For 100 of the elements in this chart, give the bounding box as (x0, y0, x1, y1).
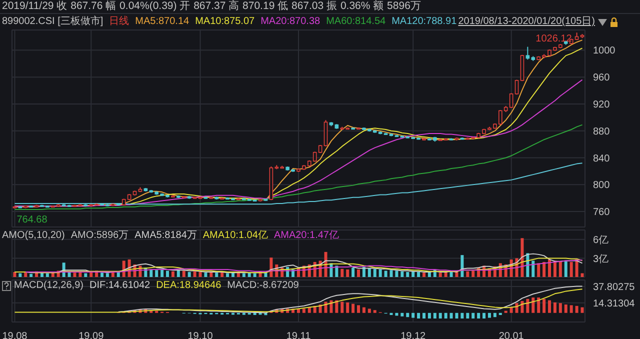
bar (466, 312, 470, 318)
bar (412, 271, 415, 277)
text: MA60:814.54 (326, 15, 386, 29)
bar (422, 272, 426, 277)
line-series (14, 79, 583, 207)
line-series (14, 258, 583, 274)
x-tick-label: 19.10 (188, 331, 214, 339)
bar (417, 312, 420, 318)
bar (253, 273, 256, 277)
chart-title: AMO(5,10,20) (2, 229, 65, 243)
bar (378, 269, 382, 277)
bar (13, 272, 16, 277)
bar (537, 263, 540, 277)
bar (84, 273, 88, 277)
bar (182, 270, 186, 277)
bar (455, 312, 458, 318)
annotation: AMO:5896万 (70, 229, 129, 243)
bar (215, 272, 218, 277)
bar (166, 270, 169, 277)
text: 2019/08/13-2020/01/20(105日) (458, 15, 595, 29)
bar (558, 261, 562, 277)
y-tick-label: 37.80275 (593, 282, 636, 293)
bar (575, 259, 578, 277)
text: MA5:870.14 (135, 15, 190, 29)
bar (472, 312, 475, 318)
bar (548, 300, 551, 313)
bar (558, 303, 562, 313)
bar (428, 272, 431, 277)
bar (542, 262, 546, 277)
y-tick-label: 960 (593, 72, 610, 84)
bar (520, 301, 524, 313)
bar (433, 312, 436, 318)
bar (373, 268, 376, 277)
y-tick-label: 1000 (593, 46, 616, 57)
bar (226, 273, 230, 277)
bar (438, 312, 442, 318)
line-series (14, 162, 583, 205)
bar (537, 298, 540, 313)
bar (346, 302, 350, 313)
y-tick-label: 14.31304 (593, 298, 636, 310)
bar (417, 272, 420, 277)
bar (335, 266, 338, 277)
bar (308, 307, 311, 313)
bar (340, 302, 344, 313)
chart-title: 899002.CSI [三板做市] (2, 15, 104, 29)
bar (352, 304, 355, 313)
bar (176, 270, 180, 277)
bar (580, 307, 584, 313)
x-tick-label: 19.11 (286, 331, 312, 339)
x-tick-label: 19.08 (2, 331, 28, 339)
bar (564, 261, 568, 277)
bar (30, 274, 33, 277)
bar (428, 312, 431, 318)
bar (570, 305, 573, 313)
bar (24, 272, 28, 277)
y-tick-label: 840 (593, 153, 610, 164)
bar (466, 271, 470, 277)
bar (73, 272, 76, 277)
bar (46, 273, 49, 277)
bar (444, 312, 448, 318)
y-tick-label: 920 (593, 100, 610, 111)
bar (193, 271, 196, 277)
bar (340, 268, 344, 277)
bar (302, 308, 306, 313)
bar (346, 269, 350, 277)
bar (532, 298, 535, 313)
bar (575, 306, 578, 313)
line-series (14, 288, 583, 313)
bar (390, 270, 393, 277)
bar (373, 310, 376, 313)
bar (482, 312, 486, 318)
y-tick-label: 880 (593, 126, 610, 138)
text: MA120:788.91 (392, 15, 457, 29)
line-series (14, 124, 583, 210)
bar (412, 312, 415, 318)
bar (68, 272, 71, 277)
bar (400, 271, 404, 277)
bar (526, 298, 530, 313)
bar (570, 262, 573, 277)
x-tick-label: 19.09 (78, 331, 104, 339)
bar (330, 300, 333, 313)
y-tick-label: 3亿 (593, 254, 609, 265)
bar (395, 270, 398, 277)
text: 2019/11/29 收 867.76 幅 0.04%(0.39) 开 867.37 高 870.19 低 867.03 振 0.36% 额 5896万 (0, 0, 640, 14)
bar (553, 302, 556, 313)
text: MA10:875.07 (195, 15, 255, 29)
bar (460, 255, 464, 277)
y-tick-label: 6亿 (593, 234, 609, 246)
annotation: MACD:-8.67209 (227, 279, 299, 293)
bar (520, 238, 524, 277)
text: AMA5:8184万 (134, 229, 197, 243)
text: MA20:870.38 (260, 15, 320, 29)
bar (450, 312, 453, 318)
bar (357, 269, 360, 277)
y-tick-label: 800 (593, 180, 610, 192)
bar (406, 272, 410, 277)
bar (106, 273, 109, 277)
bar (384, 270, 388, 277)
series-label: DEA:18.94646 (156, 279, 222, 293)
bar (460, 312, 464, 318)
